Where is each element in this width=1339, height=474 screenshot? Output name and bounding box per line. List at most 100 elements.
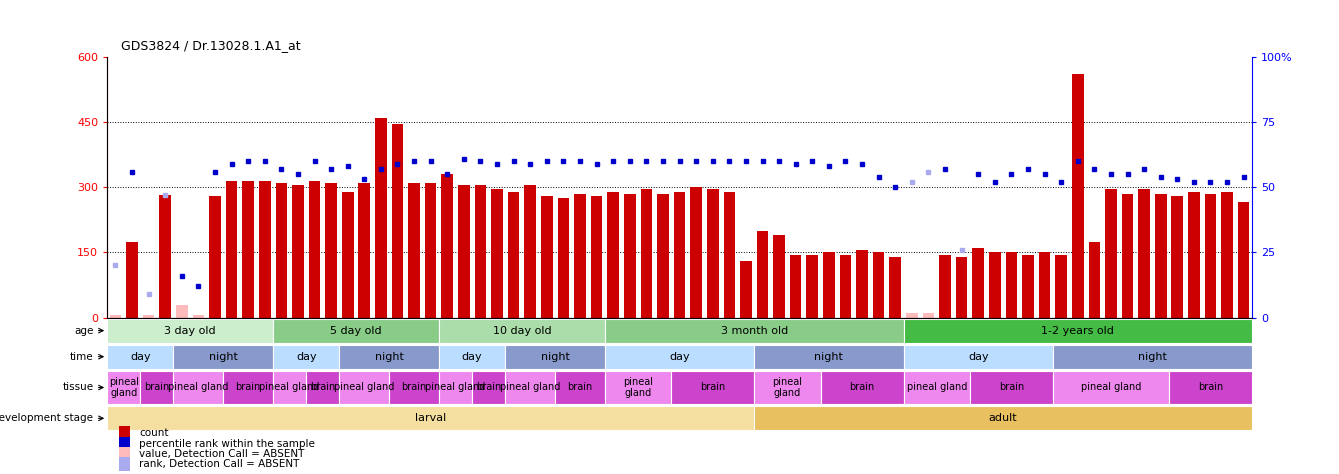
Text: pineal
gland: pineal gland xyxy=(623,377,653,398)
Bar xyxy=(1022,255,1034,318)
Text: pineal gland: pineal gland xyxy=(260,383,320,392)
Bar xyxy=(754,406,1252,430)
Bar xyxy=(226,181,237,318)
Text: rank, Detection Call = ABSENT: rank, Detection Call = ABSENT xyxy=(139,459,300,469)
Bar xyxy=(110,315,122,318)
Text: night: night xyxy=(1138,352,1166,362)
Text: pineal gland: pineal gland xyxy=(499,383,561,392)
Text: night: night xyxy=(375,352,403,362)
Bar xyxy=(276,183,287,318)
Text: day: day xyxy=(968,352,988,362)
Bar xyxy=(390,371,439,404)
Bar xyxy=(671,371,754,404)
Text: brain: brain xyxy=(311,383,336,392)
Bar xyxy=(339,345,439,369)
Bar xyxy=(840,255,852,318)
Bar xyxy=(474,185,486,318)
Bar xyxy=(119,447,130,461)
Bar xyxy=(359,183,370,318)
Text: night: night xyxy=(814,352,844,362)
Bar xyxy=(174,345,273,369)
Bar xyxy=(1188,191,1200,318)
Bar xyxy=(590,196,603,318)
Bar xyxy=(556,371,605,404)
Text: 3 day old: 3 day old xyxy=(165,326,216,336)
Bar xyxy=(657,194,668,318)
Text: adult: adult xyxy=(988,413,1018,423)
Text: 10 day old: 10 day old xyxy=(493,326,552,336)
Text: GDS3824 / Dr.13028.1.A1_at: GDS3824 / Dr.13028.1.A1_at xyxy=(121,39,300,52)
Bar xyxy=(119,438,130,452)
Bar xyxy=(107,319,273,343)
Bar xyxy=(126,242,138,318)
Bar xyxy=(143,315,154,318)
Text: brain: brain xyxy=(145,383,170,392)
Bar xyxy=(823,252,834,318)
Bar xyxy=(442,174,453,318)
Bar xyxy=(904,371,969,404)
Bar xyxy=(806,255,818,318)
Bar xyxy=(723,191,735,318)
Text: pineal gland: pineal gland xyxy=(335,383,395,392)
Bar xyxy=(972,248,984,318)
Bar xyxy=(904,345,1052,369)
Bar xyxy=(691,187,702,318)
Bar xyxy=(473,371,505,404)
Text: count: count xyxy=(139,428,169,438)
Bar xyxy=(754,371,821,404)
Text: day: day xyxy=(670,352,690,362)
Bar xyxy=(1039,252,1050,318)
Bar xyxy=(209,196,221,318)
Bar xyxy=(757,231,769,318)
Bar xyxy=(193,315,204,318)
Bar xyxy=(624,194,636,318)
Text: pineal
gland: pineal gland xyxy=(108,377,139,398)
Bar xyxy=(119,426,130,440)
Bar xyxy=(507,191,520,318)
Bar xyxy=(1122,194,1133,318)
Text: 3 month old: 3 month old xyxy=(720,326,787,336)
Bar xyxy=(1172,196,1184,318)
Bar xyxy=(175,305,187,318)
Bar xyxy=(424,183,437,318)
Bar xyxy=(956,257,967,318)
Bar xyxy=(107,345,174,369)
Bar xyxy=(990,252,1000,318)
Text: night: night xyxy=(209,352,238,362)
Text: pineal
gland: pineal gland xyxy=(773,377,802,398)
Bar xyxy=(740,261,751,318)
Bar xyxy=(605,319,904,343)
Bar xyxy=(1089,242,1101,318)
Bar xyxy=(107,406,754,430)
Text: value, Detection Call = ABSENT: value, Detection Call = ABSENT xyxy=(139,449,304,459)
Bar xyxy=(525,185,536,318)
Bar xyxy=(1156,194,1166,318)
Bar xyxy=(754,345,904,369)
Bar xyxy=(790,255,802,318)
Bar xyxy=(907,313,917,318)
Bar xyxy=(439,371,473,404)
Text: brain: brain xyxy=(402,383,427,392)
Text: larval: larval xyxy=(415,413,446,423)
Bar xyxy=(1073,74,1083,318)
Bar xyxy=(1138,190,1150,318)
Bar xyxy=(258,181,270,318)
Text: pineal gland: pineal gland xyxy=(907,383,967,392)
Bar xyxy=(341,191,353,318)
Bar xyxy=(408,183,420,318)
Bar xyxy=(1006,252,1018,318)
Bar xyxy=(1105,190,1117,318)
Text: brain: brain xyxy=(236,383,261,392)
Text: age: age xyxy=(74,326,94,336)
Bar xyxy=(309,181,320,318)
Text: pineal gland: pineal gland xyxy=(169,383,229,392)
Bar xyxy=(707,190,719,318)
Text: day: day xyxy=(462,352,482,362)
Bar xyxy=(923,313,935,318)
Text: brain: brain xyxy=(700,383,726,392)
Text: tissue: tissue xyxy=(62,383,94,392)
Text: brain: brain xyxy=(849,383,874,392)
Text: time: time xyxy=(70,352,94,362)
Bar xyxy=(640,190,652,318)
Bar xyxy=(1237,202,1249,318)
